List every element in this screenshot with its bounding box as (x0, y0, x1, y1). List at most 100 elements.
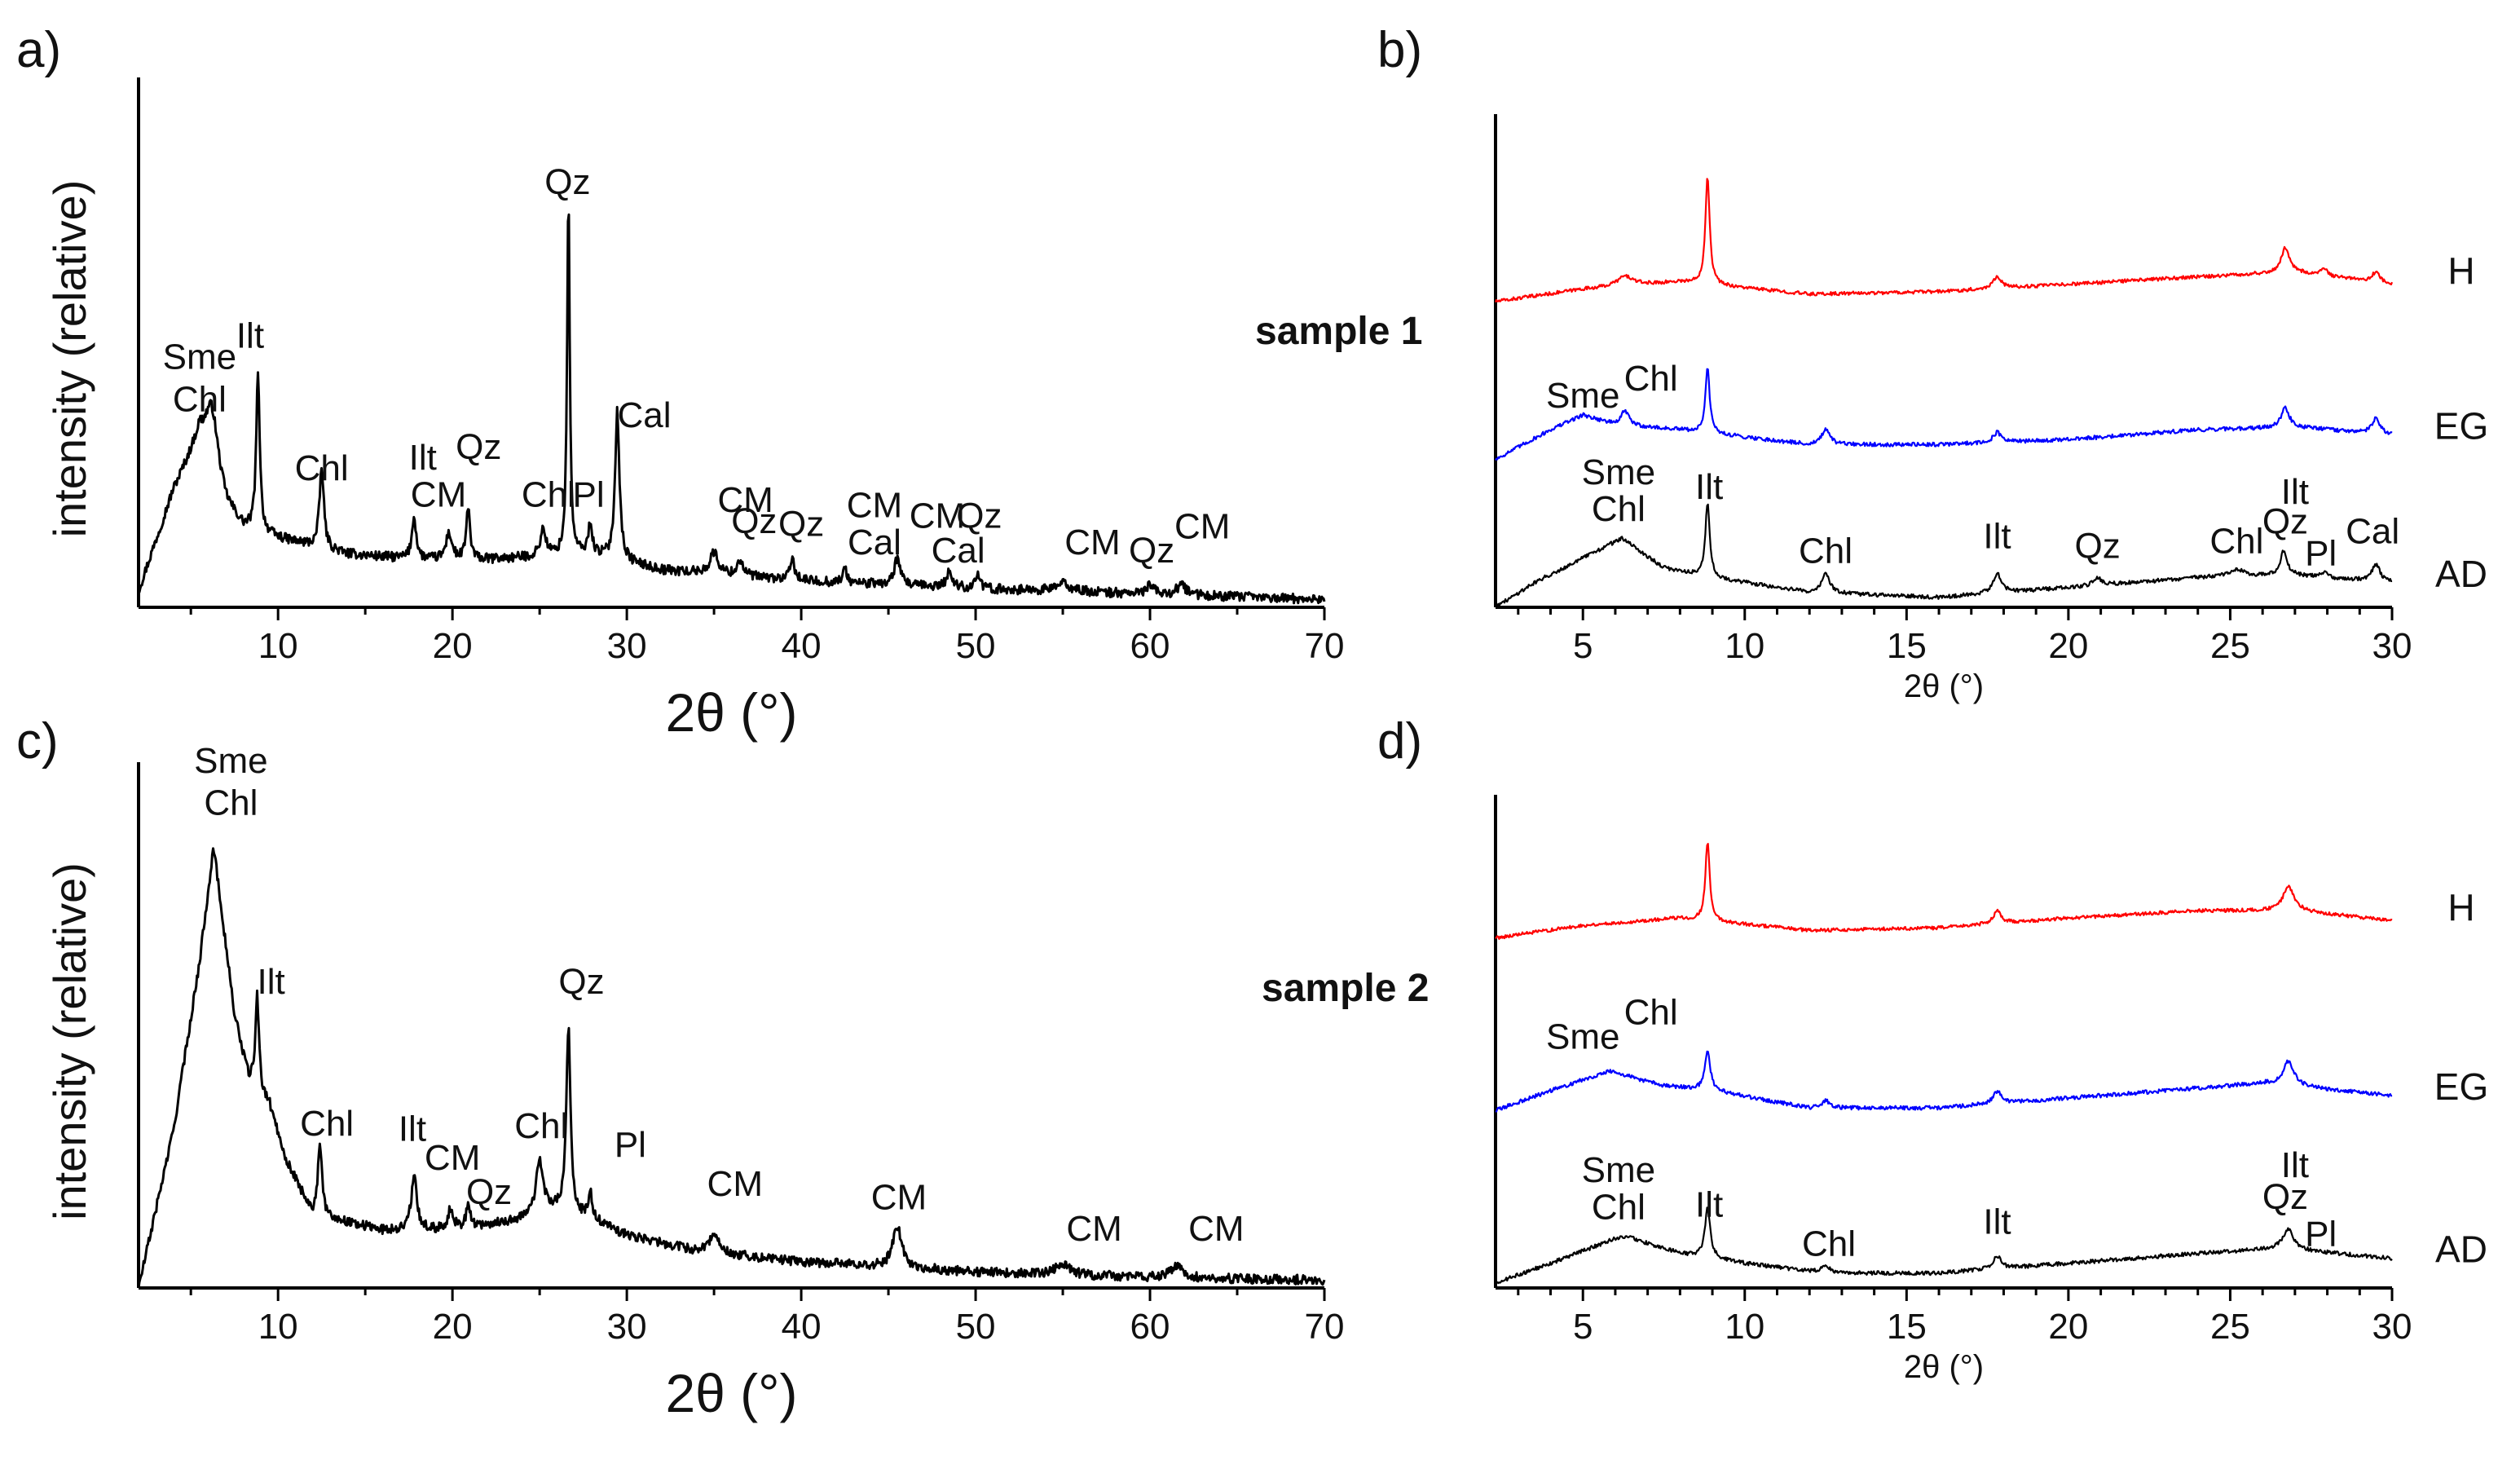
peak-annotation-a: Ilt (409, 438, 437, 478)
peak-annotation-c: Qz (466, 1172, 512, 1212)
peak-annotation-a: Qz (544, 162, 590, 202)
x-tick-label-d: 10 (1725, 1307, 1764, 1347)
sample-label-2: sample 2 (1262, 967, 1429, 1010)
peak-annotation-d: Ilt (2281, 1145, 2309, 1185)
peak-annotation-c: Chl (514, 1106, 568, 1146)
trace-label-d-eg: EG (2434, 1065, 2488, 1108)
trace-label-b-h: H (2447, 250, 2474, 293)
peak-annotation-a: Qz (956, 496, 1002, 536)
peak-annotation-c: CM (1066, 1209, 1121, 1249)
series-line-a-sample-1 (138, 213, 1326, 605)
trace-label-b-eg: EG (2434, 404, 2488, 447)
chart-panel-a: 10 20 30 40 50 60 70 2θ (°) intensity (relative)… (44, 77, 1344, 743)
panel-label-b: b) (1377, 22, 1422, 78)
x-tick-label-a: 70 (1305, 626, 1345, 666)
peak-annotation-a: Cal (932, 531, 985, 571)
peak-annotation-d: Qz (2262, 1177, 2308, 1217)
x-axis-label-b: 2θ (°) (1904, 668, 1984, 704)
panel-label-a: a) (16, 22, 61, 78)
x-tick-label-d: 30 (2372, 1307, 2412, 1347)
peak-annotation-b: Ilt (1983, 516, 2011, 556)
peak-annotation-c: Pl (615, 1125, 646, 1165)
peak-annotation-b: Sme (1582, 452, 1655, 492)
peak-annotation-a: Chl (295, 448, 349, 488)
series-line-d-ad (1494, 1206, 2393, 1285)
series-line-b-eg (1495, 368, 2393, 461)
peak-annotation-d: Ilt (1983, 1202, 2011, 1241)
series-line-c-sample-2 (137, 847, 1326, 1289)
peak-annotation-d: Chl (1802, 1224, 1856, 1264)
peak-annotation-a: Chl (173, 380, 227, 420)
peak-annotation-c: Chl (204, 783, 258, 823)
peak-annotation-a: Sme (163, 337, 236, 377)
x-tick-label-d: 15 (1887, 1307, 1927, 1347)
peak-annotation-b: Chl (1799, 531, 1853, 571)
peak-annotation-c: Qz (558, 962, 604, 1002)
trace-label-d-h: H (2447, 886, 2474, 928)
x-tick-label-b: 15 (1887, 626, 1927, 666)
x-tick-label-b: 30 (2372, 626, 2412, 666)
peak-annotation-a: CM (1174, 507, 1230, 547)
x-axis-label-d: 2θ (°) (1904, 1349, 1984, 1385)
x-axis-label-a: 2θ (°) (665, 682, 797, 743)
peak-annotation-b: Ilt (1695, 467, 1723, 507)
x-tick-label-d: 25 (2210, 1307, 2250, 1347)
x-tick-label-a: 50 (956, 626, 996, 666)
x-tick-label-b: 10 (1725, 626, 1764, 666)
peak-annotation-c: CM (1188, 1209, 1244, 1249)
peak-annotation-d: Sme (1546, 1017, 1619, 1057)
panel-label-d: d) (1377, 713, 1422, 770)
x-tick-label-c: 30 (607, 1307, 647, 1347)
peak-annotation-a: Qz (456, 427, 501, 467)
peak-annotation-a: Qz (1129, 531, 1174, 571)
x-tick-label-a: 30 (607, 626, 647, 666)
trace-label-d-ad: AD (2435, 1228, 2487, 1271)
peak-annotation-d: Chl (1624, 992, 1678, 1032)
x-tick-label-a: 60 (1130, 626, 1170, 666)
series-line-d-h (1495, 843, 2393, 940)
peak-annotation-c: CM (707, 1164, 763, 1204)
x-tick-label-d: 5 (1573, 1307, 1593, 1347)
series-line-d-eg (1495, 1050, 2393, 1113)
peak-annotation-b: Sme (1546, 376, 1619, 416)
y-axis-label-a: intensity (relative) (44, 180, 95, 538)
x-tick-label-d: 20 (2048, 1307, 2088, 1347)
x-tick-label-c: 50 (956, 1307, 996, 1347)
series-line-b-h (1494, 178, 2394, 303)
peak-annotation-c: Sme (194, 741, 267, 781)
x-tick-label-b: 5 (1573, 626, 1593, 666)
peak-annotation-a: Qz (731, 501, 777, 541)
peak-annotation-a: Cal (617, 395, 671, 435)
peak-annotation-a: CM (1064, 523, 1120, 562)
peak-annotation-c: Chl (300, 1104, 354, 1144)
chart-panel-c: 10 20 30 40 50 60 70 2θ (°) intensity (relative)… (44, 741, 1344, 1423)
peak-annotation-a: CM (411, 475, 466, 515)
series-line-b-ad (1496, 503, 2393, 609)
y-axis-label-c: intensity (relative) (44, 862, 95, 1220)
peak-annotation-d: Chl (1592, 1187, 1645, 1227)
peak-annotation-c: CM (871, 1177, 927, 1217)
x-tick-label-c: 10 (258, 1307, 298, 1347)
peak-annotation-b: Chl (1624, 359, 1678, 399)
peak-annotation-d: Ilt (1695, 1184, 1723, 1224)
x-tick-label-c: 40 (782, 1307, 822, 1347)
peak-annotation-a: Cal (848, 523, 901, 562)
peak-annotation-c: Ilt (399, 1109, 426, 1149)
peak-annotation-a: Pl (572, 475, 604, 515)
peak-annotation-b: Pl (2305, 534, 2337, 574)
peak-annotation-d: Sme (1582, 1150, 1655, 1190)
x-tick-label-b: 25 (2210, 626, 2250, 666)
peak-annotation-b: Cal (2346, 511, 2399, 551)
x-tick-label-a: 40 (782, 626, 822, 666)
x-tick-label-a: 10 (258, 626, 298, 666)
peak-annotation-b: Ilt (2281, 472, 2309, 512)
peak-annotation-a: CM (910, 496, 965, 536)
peak-annotation-c: CM (425, 1138, 480, 1178)
x-tick-label-c: 70 (1305, 1307, 1345, 1347)
x-axis-label-c: 2θ (°) (665, 1363, 797, 1423)
peak-annotation-c: Ilt (258, 962, 285, 1002)
peak-annotation-d: Pl (2305, 1215, 2337, 1255)
peak-annotation-a: Chl (522, 475, 575, 515)
